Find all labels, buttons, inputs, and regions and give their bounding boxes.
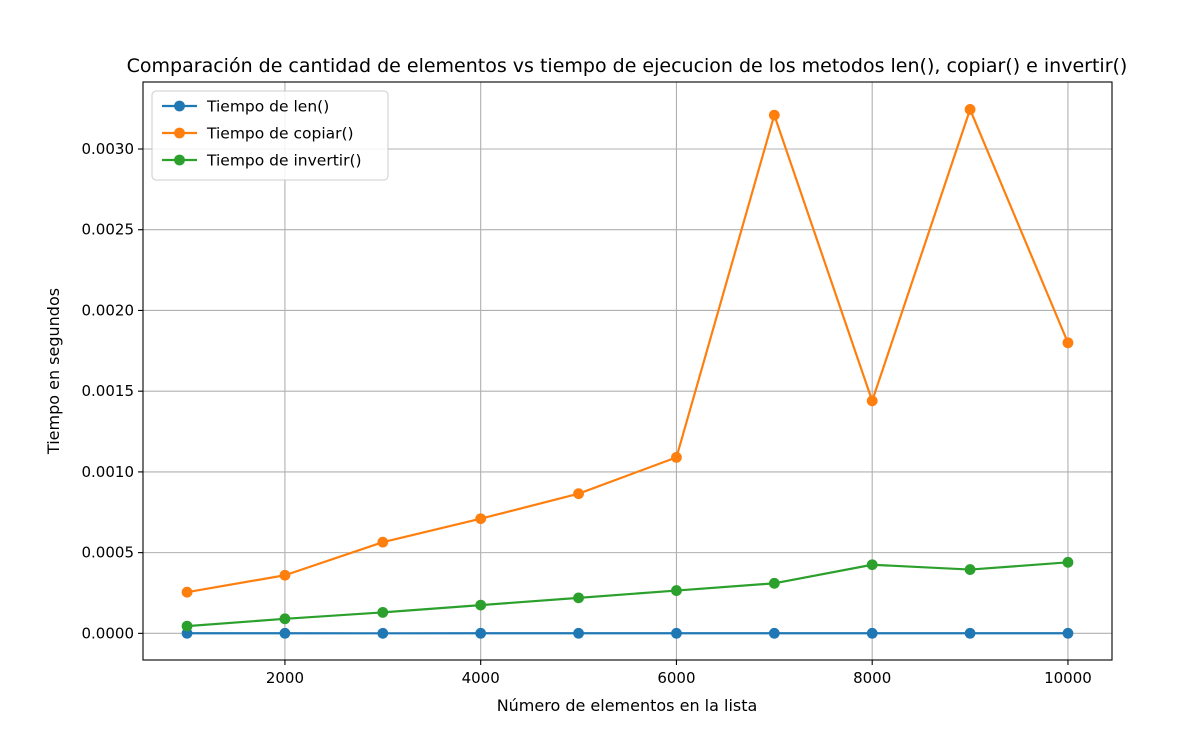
y-tick-label: 0.0005 bbox=[82, 544, 135, 562]
data-point bbox=[1063, 628, 1074, 639]
data-point bbox=[573, 488, 584, 499]
y-axis-label: Tiempo en segundos bbox=[44, 288, 63, 455]
data-point bbox=[867, 628, 878, 639]
y-tick-label: 0.0020 bbox=[82, 301, 135, 319]
legend-swatch-marker bbox=[174, 155, 185, 166]
data-point bbox=[867, 559, 878, 570]
y-tick-label: 0.0030 bbox=[82, 140, 135, 158]
data-point bbox=[769, 628, 780, 639]
legend-swatch-marker bbox=[174, 101, 185, 112]
data-point bbox=[377, 607, 388, 618]
data-point bbox=[573, 592, 584, 603]
data-point bbox=[182, 621, 193, 632]
y-tick-label: 0.0000 bbox=[82, 624, 135, 642]
series-0 bbox=[182, 628, 1074, 639]
x-tick-label: 2000 bbox=[266, 669, 304, 687]
x-tick-label: 8000 bbox=[853, 669, 891, 687]
data-point bbox=[377, 628, 388, 639]
data-point bbox=[965, 564, 976, 575]
axis-ticks: 2000 4000 6000 8000 10000 0.0000 0.0005 0.0010 0… bbox=[82, 140, 1092, 687]
x-axis-label: Número de elementos en la lista bbox=[497, 696, 758, 715]
legend-label: Tiempo de copiar() bbox=[206, 125, 354, 143]
data-point bbox=[280, 570, 291, 581]
legend-label: Tiempo de len() bbox=[206, 98, 329, 116]
data-point bbox=[867, 395, 878, 406]
chart-title: Comparación de cantidad de elementos vs … bbox=[127, 55, 1128, 77]
data-point bbox=[1063, 557, 1074, 568]
data-point bbox=[671, 452, 682, 463]
data-point bbox=[475, 628, 486, 639]
x-tick-label: 4000 bbox=[462, 669, 500, 687]
data-point bbox=[377, 537, 388, 548]
x-tick-label: 10000 bbox=[1044, 669, 1092, 687]
y-tick-label: 0.0015 bbox=[82, 382, 135, 400]
data-point bbox=[475, 600, 486, 611]
series-line bbox=[187, 562, 1068, 626]
series-layer bbox=[182, 104, 1074, 639]
data-point bbox=[769, 578, 780, 589]
data-point bbox=[1063, 337, 1074, 348]
data-point bbox=[671, 628, 682, 639]
data-point bbox=[182, 587, 193, 598]
data-point bbox=[671, 585, 682, 596]
legend: Tiempo de len() Tiempo de copiar() Tiempo … bbox=[152, 91, 388, 180]
data-point bbox=[965, 104, 976, 115]
legend-label: Tiempo de invertir() bbox=[206, 152, 362, 170]
data-point bbox=[280, 628, 291, 639]
data-point bbox=[965, 628, 976, 639]
y-tick-label: 0.0010 bbox=[82, 463, 135, 481]
data-point bbox=[475, 513, 486, 524]
y-tick-label: 0.0025 bbox=[82, 221, 135, 239]
data-point bbox=[280, 613, 291, 624]
series-2 bbox=[182, 557, 1074, 632]
data-point bbox=[573, 628, 584, 639]
x-tick-label: 6000 bbox=[657, 669, 695, 687]
series-line bbox=[187, 109, 1068, 592]
legend-swatch-marker bbox=[174, 128, 185, 139]
data-point bbox=[769, 110, 780, 121]
